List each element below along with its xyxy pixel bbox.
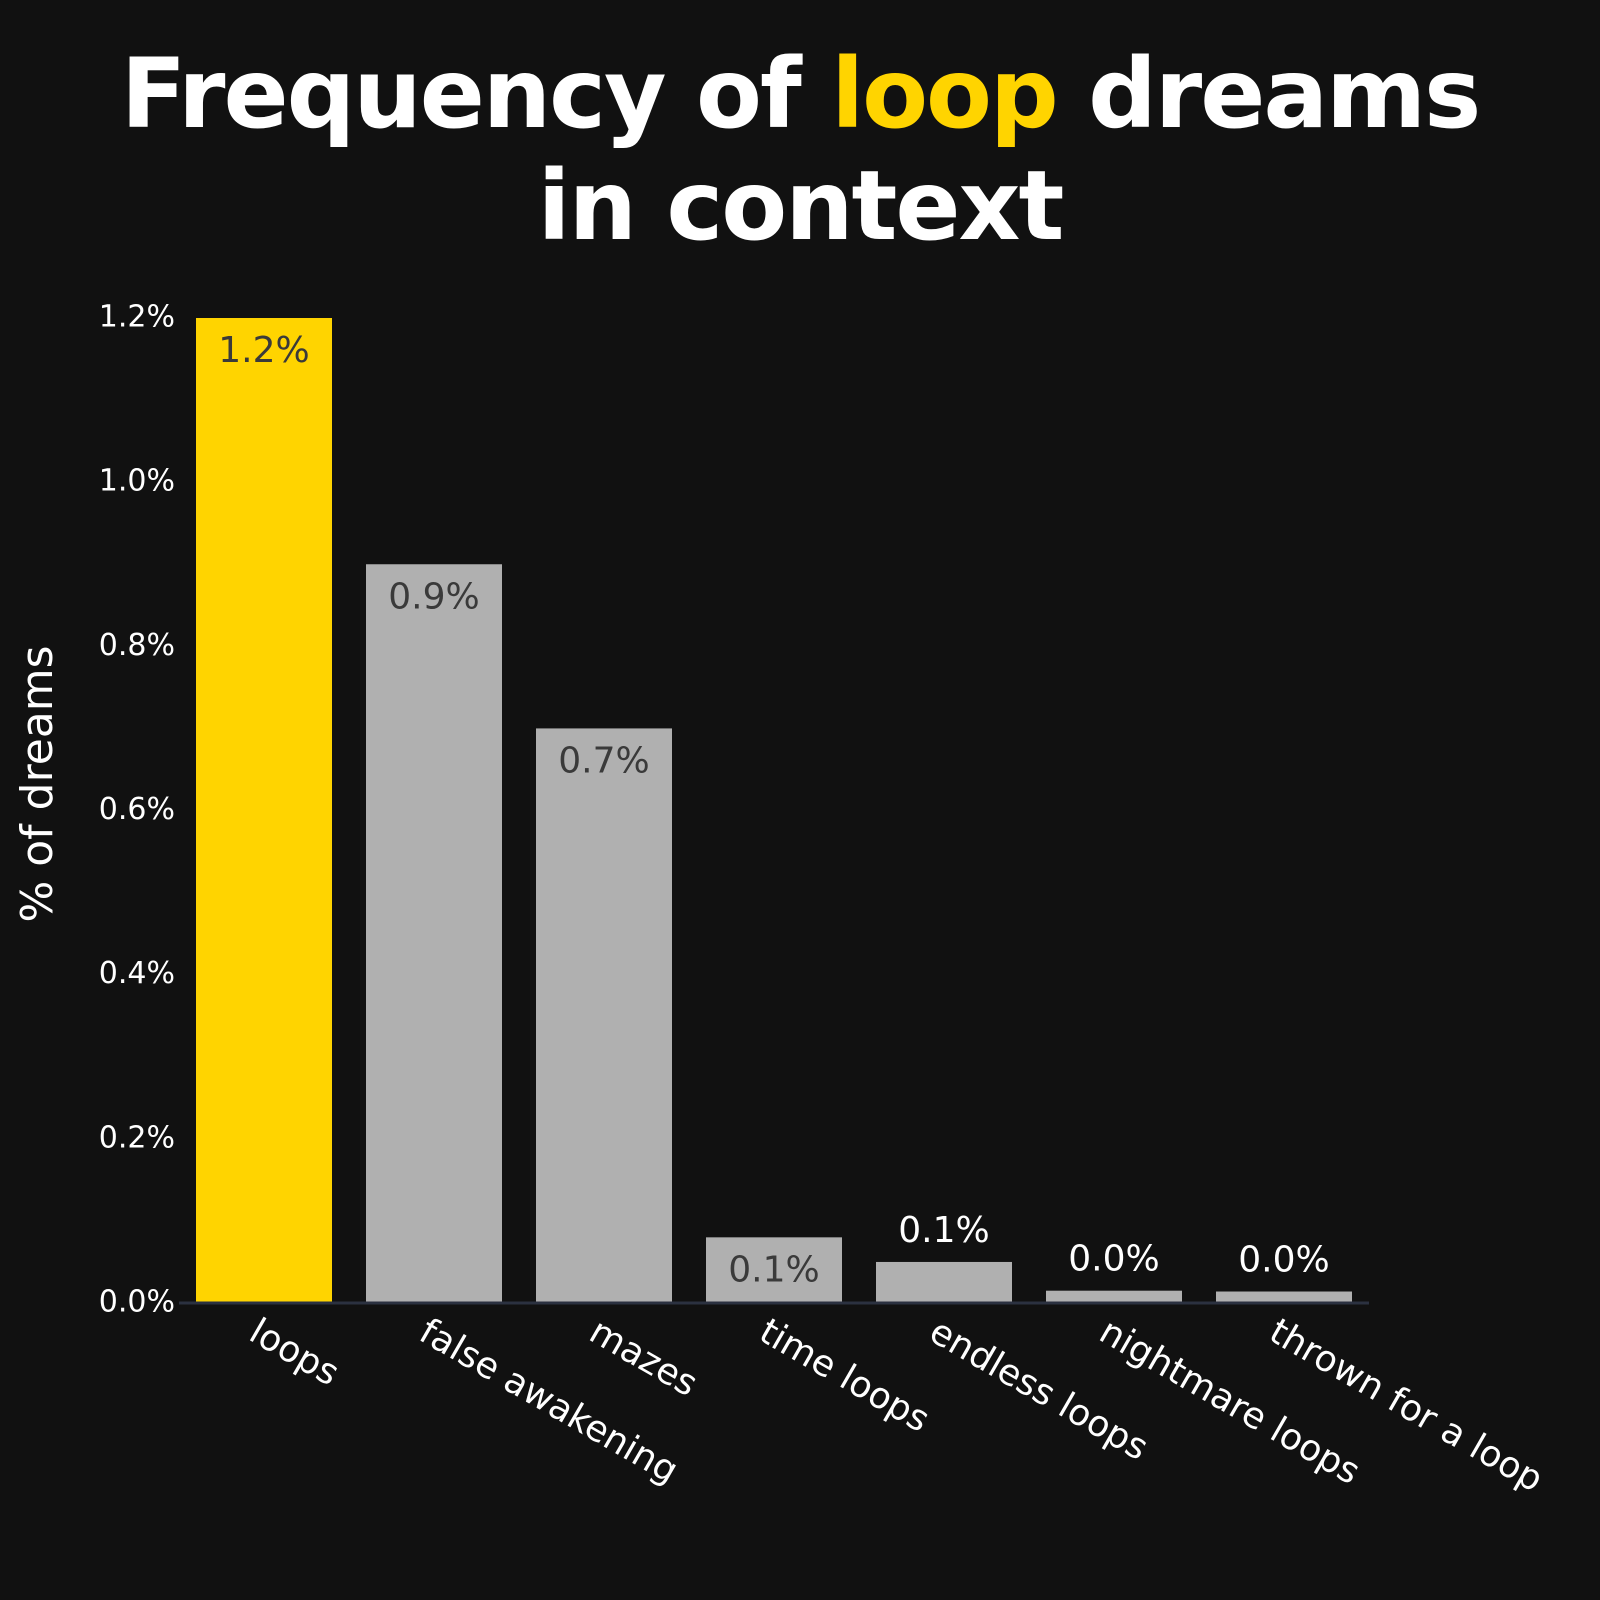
x-tick-label: time loops: [753, 1311, 937, 1441]
y-tick-label: 0.8%: [99, 628, 175, 663]
value-label: 0.9%: [388, 576, 479, 617]
value-label: 1.2%: [218, 330, 309, 371]
y-tick-label: 0.4%: [99, 956, 175, 991]
bar: [1216, 1291, 1352, 1303]
bar: [876, 1261, 1012, 1303]
title-line: Frequency of loop dreams: [120, 38, 1482, 150]
value-label: 0.1%: [728, 1249, 819, 1290]
bar: [536, 728, 672, 1303]
y-tick-label: 0.0%: [99, 1285, 175, 1320]
value-label: 0.7%: [558, 740, 649, 781]
x-tick-label: loops: [243, 1311, 346, 1394]
bar: [196, 318, 332, 1303]
value-label: 0.1%: [898, 1210, 989, 1251]
x-tick-label: thrown for a loop: [1263, 1311, 1550, 1501]
y-tick-label: 1.0%: [99, 464, 175, 499]
y-axis-label: % of dreams: [12, 645, 63, 922]
chart-title: Frequency of loop dreams in context: [0, 38, 1600, 262]
value-label: 0.0%: [1238, 1240, 1329, 1281]
y-tick-label: 1.2%: [99, 300, 175, 335]
y-tick-label: 0.6%: [99, 792, 175, 827]
y-tick-label: 0.2%: [99, 1120, 175, 1155]
x-tick-label: mazes: [583, 1311, 705, 1405]
value-label: 0.0%: [1068, 1239, 1159, 1280]
title-line: in context: [537, 150, 1065, 262]
bar: [1046, 1290, 1182, 1303]
title-highlight: loop: [831, 38, 1059, 150]
bar: [366, 564, 502, 1303]
bar: [706, 1237, 842, 1303]
